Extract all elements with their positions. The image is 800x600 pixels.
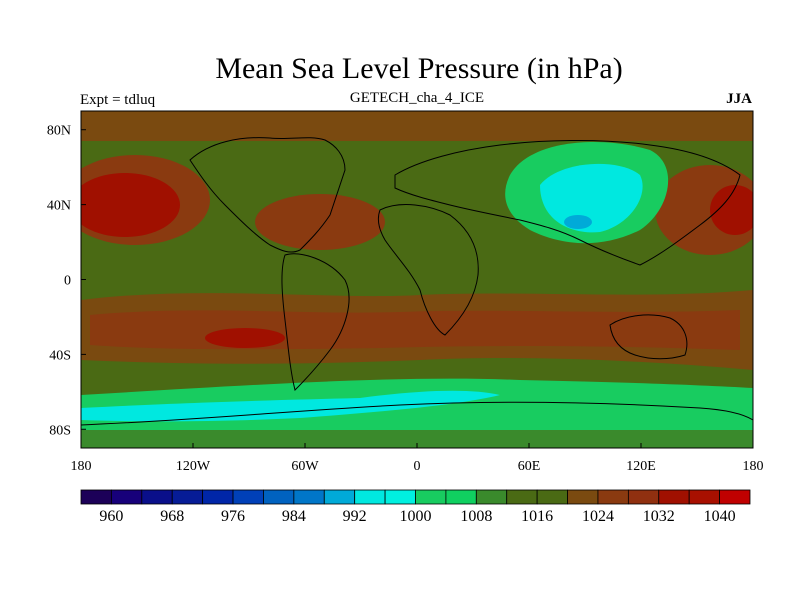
lon-tick-label: 180	[743, 459, 764, 474]
colorbar-swatch	[141, 489, 173, 505]
colorbar-swatch	[658, 489, 690, 505]
lat-tick-label: 0	[64, 274, 71, 289]
lon-tick-label: 120W	[176, 459, 211, 474]
colorbar-label: 984	[282, 508, 306, 525]
north-america-coast	[189, 137, 346, 253]
eurasia-coast	[394, 139, 741, 266]
lat-tick-label: 80N	[47, 124, 71, 139]
lon-tick-label: 120E	[626, 459, 656, 474]
colorbar-swatch	[597, 489, 629, 505]
north-atlantic-high	[255, 194, 385, 250]
colorbar-label: 1024	[582, 508, 614, 525]
lon-tick-label: 0	[414, 459, 421, 474]
australia-coast	[609, 314, 688, 360]
colorbar-swatch	[354, 489, 386, 505]
lat-tick-label: 40S	[49, 348, 71, 363]
africa-coast	[377, 204, 479, 336]
colorbar-swatch	[567, 489, 599, 505]
south-pacific-high-center	[205, 328, 285, 348]
experiment-label: Expt = tdluq	[80, 92, 156, 108]
south-america-coast	[281, 253, 350, 391]
colorbar-label: 1040	[704, 508, 736, 525]
colorbar-label: 960	[99, 508, 123, 525]
season-label: JJA	[726, 91, 752, 107]
colorbar-label: 976	[221, 508, 245, 525]
lat-tick-label: 80S	[49, 423, 71, 438]
colorbar-swatch	[719, 489, 751, 505]
colorbar-swatch	[415, 489, 447, 505]
colorbar-swatch	[171, 489, 204, 505]
lon-tick-label: 180	[71, 459, 92, 474]
antarctica-coast	[81, 401, 753, 426]
colorbar-label: 1032	[643, 508, 675, 525]
colorbar-swatch	[536, 489, 568, 505]
colorbar-swatch	[232, 489, 264, 505]
colorbar-swatch	[293, 489, 325, 505]
coastlines	[81, 137, 753, 426]
colorbar-swatch	[627, 489, 660, 505]
colorbar-swatch	[111, 489, 143, 505]
colorbar-label: 968	[160, 508, 184, 525]
colorbar-swatch	[202, 489, 234, 505]
lon-tick-label: 60W	[291, 459, 319, 474]
lon-tick-label: 60E	[518, 459, 541, 474]
colorbar-label: 1008	[460, 508, 492, 525]
plot-subtitle: GETECH_cha_4_ICE	[349, 90, 485, 106]
lat-tick-label: 40N	[47, 199, 71, 214]
colorbar-label: 1016	[521, 508, 553, 525]
colorbar-swatch	[263, 489, 295, 505]
plot-title: Mean Sea Level Pressure (in hPa)	[215, 52, 623, 85]
colorbar: 960 968 976 984 992 1000 1008 1016 1024 1032 1040	[80, 489, 751, 525]
colorbar-swatch	[80, 489, 112, 505]
pressure-field	[81, 111, 753, 448]
colorbar-swatch	[688, 489, 720, 505]
colorbar-swatch	[506, 489, 538, 505]
colorbar-swatch	[475, 489, 508, 505]
arctic-band	[81, 111, 753, 141]
southern-high-core	[90, 310, 740, 350]
longitude-axis: 180 120W 60W 0 60E 120E 180	[71, 443, 764, 474]
colorbar-swatch	[384, 489, 416, 505]
latitude-axis: 80N 40N 0 40S 80S	[47, 124, 86, 438]
colorbar-label: 1000	[400, 508, 432, 525]
colorbar-swatch	[445, 489, 477, 505]
colorbar-label: 992	[343, 508, 367, 525]
colorbar-swatch	[323, 489, 356, 505]
